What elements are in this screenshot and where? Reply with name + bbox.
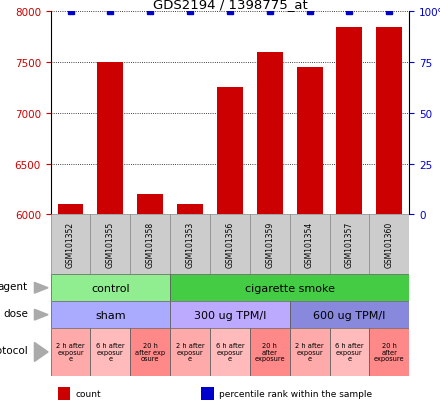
Text: dose: dose [3, 309, 28, 318]
Bar [369, 215, 409, 275]
Bar [130, 215, 170, 275]
Bar [91, 215, 130, 275]
Bar [51, 215, 91, 275]
Text: GSM101359: GSM101359 [265, 222, 274, 268]
Bar [210, 215, 250, 275]
Bar [257, 53, 282, 215]
Bar [170, 275, 409, 301]
Title: GDS2194 / 1398775_at: GDS2194 / 1398775_at [153, 0, 307, 11]
Text: 20 h
after
exposure: 20 h after exposure [374, 343, 405, 361]
Text: 6 h after
exposur
e: 6 h after exposur e [335, 343, 364, 361]
Text: GSM101358: GSM101358 [146, 222, 155, 268]
Bar [330, 215, 369, 275]
Bar [376, 28, 402, 215]
Text: agent: agent [0, 282, 28, 292]
Text: GSM101356: GSM101356 [225, 222, 235, 268]
Text: 600 ug TPM/I: 600 ug TPM/I [313, 310, 385, 320]
Bar [250, 328, 290, 376]
Bar [250, 215, 290, 275]
Bar [58, 387, 70, 400]
Polygon shape [34, 282, 48, 293]
Text: GSM101354: GSM101354 [305, 222, 314, 268]
Bar [177, 205, 203, 215]
Text: 300 ug TPM/I: 300 ug TPM/I [194, 310, 266, 320]
Text: GSM101357: GSM101357 [345, 222, 354, 268]
Text: GSM101360: GSM101360 [385, 222, 394, 268]
Bar [97, 63, 123, 215]
Bar [337, 28, 363, 215]
Text: control: control [91, 283, 130, 293]
Bar [51, 328, 91, 376]
Text: cigarette smoke: cigarette smoke [245, 283, 335, 293]
Text: sham: sham [95, 310, 126, 320]
Text: GSM101352: GSM101352 [66, 222, 75, 268]
Text: count: count [76, 389, 101, 398]
Text: GSM101353: GSM101353 [186, 222, 194, 268]
Text: 2 h after
exposur
e: 2 h after exposur e [295, 343, 324, 361]
Text: protocol: protocol [0, 345, 28, 355]
Bar [217, 88, 243, 215]
Bar [290, 301, 409, 328]
Bar [369, 328, 409, 376]
Bar [297, 68, 323, 215]
Bar [201, 387, 214, 400]
Text: 6 h after
exposur
e: 6 h after exposur e [216, 343, 244, 361]
Bar [170, 215, 210, 275]
Bar [170, 301, 290, 328]
Bar [130, 328, 170, 376]
Polygon shape [34, 343, 48, 362]
Bar [330, 328, 369, 376]
Text: 20 h
after
exposure: 20 h after exposure [254, 343, 285, 361]
Text: percentile rank within the sample: percentile rank within the sample [219, 389, 372, 398]
Text: 20 h
after exp
osure: 20 h after exp osure [135, 343, 165, 361]
Bar [51, 301, 170, 328]
Bar [170, 328, 210, 376]
Bar [210, 328, 250, 376]
Bar [290, 328, 330, 376]
Text: 2 h after
exposur
e: 2 h after exposur e [56, 343, 85, 361]
Bar [51, 275, 170, 301]
Bar [290, 215, 330, 275]
Bar [91, 328, 130, 376]
Text: GSM101355: GSM101355 [106, 222, 115, 268]
Text: 2 h after
exposur
e: 2 h after exposur e [176, 343, 204, 361]
Polygon shape [34, 310, 48, 320]
Bar [58, 205, 84, 215]
Bar [137, 195, 163, 215]
Text: 6 h after
exposur
e: 6 h after exposur e [96, 343, 125, 361]
